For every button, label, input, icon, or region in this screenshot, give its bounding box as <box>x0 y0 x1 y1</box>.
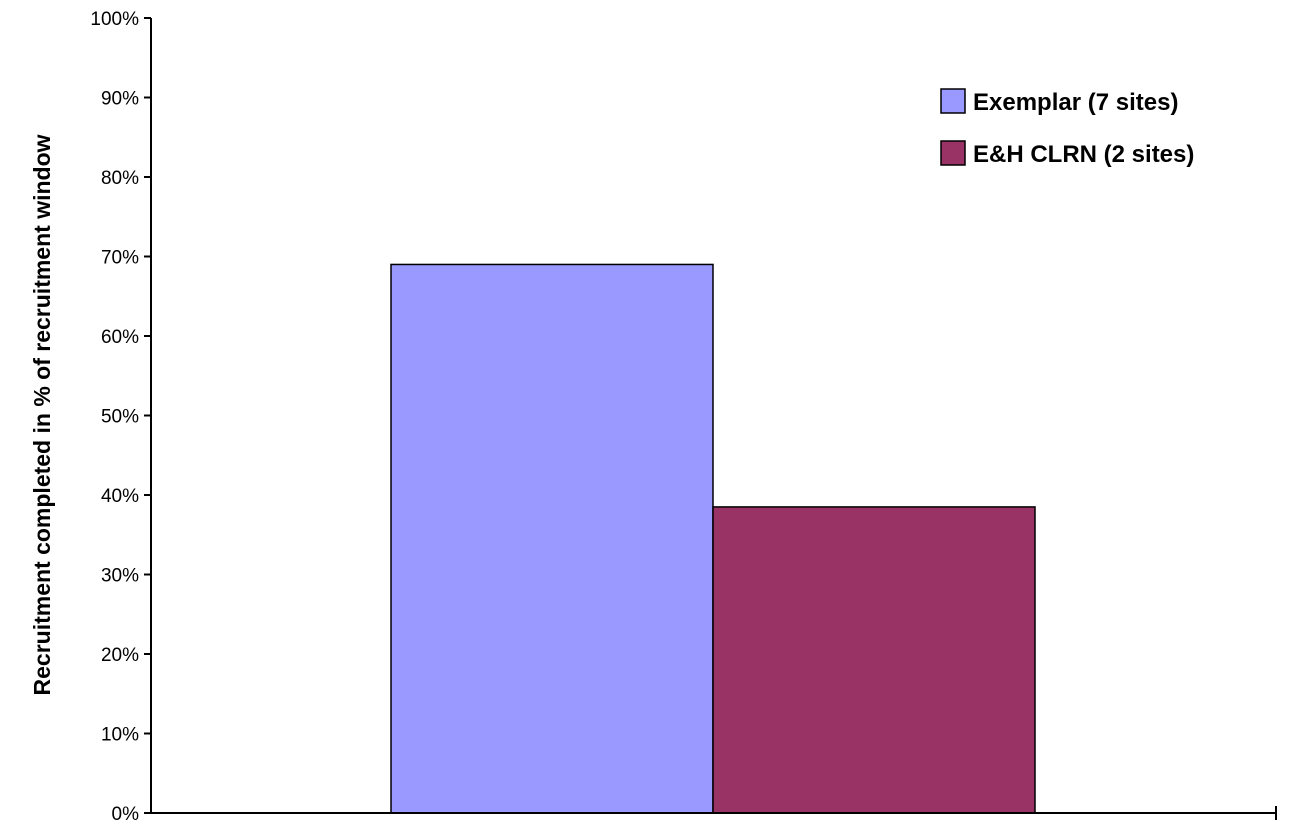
y-tick-label: 20% <box>101 645 139 666</box>
legend: Exemplar (7 sites) E&H CLRN (2 sites) <box>940 88 1194 168</box>
y-tick-label: 0% <box>112 804 140 822</box>
bar-series-1 <box>712 506 1036 814</box>
y-tick-label: 10% <box>101 725 139 746</box>
y-tick-label: 60% <box>101 327 139 348</box>
y-axis-title: Recruitment completed in % of recruitmen… <box>29 134 55 695</box>
y-tick-label: 70% <box>101 248 139 269</box>
y-tick-label: 30% <box>101 566 139 587</box>
y-tick-label: 40% <box>101 486 139 507</box>
y-tick-label: 100% <box>90 9 139 30</box>
legend-label-0: Exemplar (7 sites) <box>973 89 1178 116</box>
bars <box>390 263 1036 814</box>
legend-label-1: E&H CLRN (2 sites) <box>973 141 1194 168</box>
bar-series-0 <box>390 263 714 814</box>
y-tick-label: 80% <box>101 168 139 189</box>
legend-swatch-1 <box>940 140 966 166</box>
y-axis-ticks: 0% 10% 20% 30% 40% 50% 60% 70% 80% 90% 100% <box>90 9 151 822</box>
legend-swatch-0 <box>940 88 966 114</box>
y-tick-label: 90% <box>101 89 139 110</box>
y-tick-label: 50% <box>101 407 139 428</box>
